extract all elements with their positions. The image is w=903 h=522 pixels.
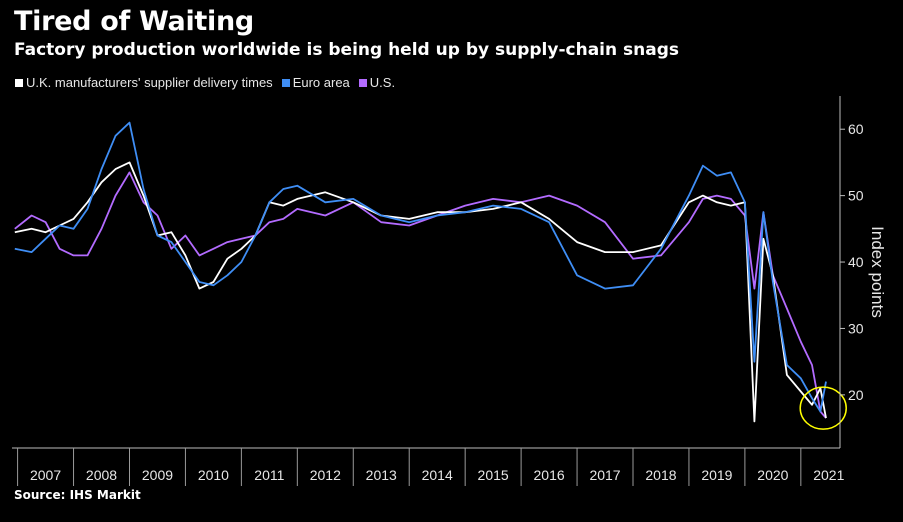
- x-tick-label: 2014: [422, 467, 453, 483]
- legend-swatch-uk: [15, 78, 23, 87]
- chart-legend: U.K. manufacturers' supplier delivery ti…: [15, 75, 404, 90]
- y-tick-label: 20: [848, 387, 864, 403]
- legend-item-us: U.S.: [358, 75, 396, 90]
- y-tick-label: 60: [848, 121, 864, 137]
- legend-item-euro-area: Euro area: [281, 75, 350, 90]
- x-tick-label: 2011: [254, 467, 284, 483]
- x-tick-label: 2010: [198, 467, 229, 483]
- legend-swatch-euro-area: [281, 78, 290, 87]
- y-tick-label: 50: [848, 188, 864, 204]
- source-note: Source: IHS Markit: [14, 488, 141, 502]
- y-tick-label: 40: [848, 254, 864, 270]
- chart-title: Tired of Waiting: [14, 6, 254, 37]
- x-tick-label: 2013: [366, 467, 397, 483]
- plot-area: [14, 121, 847, 430]
- x-tick-label: 2009: [142, 467, 173, 483]
- legend-item-uk: U.K. manufacturers' supplier delivery ti…: [15, 75, 273, 90]
- x-tick-label: 2015: [478, 467, 509, 483]
- y-axis-title: Index points: [868, 226, 887, 318]
- uk-series-line: [14, 161, 827, 423]
- x-tick-label: 2008: [86, 467, 117, 483]
- legend-swatch-us: [358, 78, 367, 87]
- x-tick-label: 2007: [30, 467, 61, 483]
- x-tick-label: 2020: [757, 467, 788, 483]
- x-tick-label: 2019: [701, 467, 732, 483]
- euro-area-series-line: [14, 121, 827, 413]
- x-tick-label: 2012: [310, 467, 341, 483]
- highlight-circle: [799, 386, 847, 430]
- y-tick-label: 30: [848, 320, 864, 336]
- us-series-line: [14, 171, 827, 419]
- x-tick-label: 2017: [589, 467, 620, 483]
- axes: 20 30 40 50 60 2007 2008 2009 2010 2011 2012 2013 20…: [12, 96, 864, 486]
- x-tick-label: 2016: [534, 467, 565, 483]
- legend-label-us: U.S.: [369, 75, 396, 90]
- chart-subtitle: Factory production worldwide is being he…: [14, 40, 679, 60]
- legend-label-euro-area: Euro area: [292, 75, 350, 90]
- legend-label-uk: U.K. manufacturers' supplier delivery ti…: [26, 75, 273, 90]
- x-tick-label: 2021: [813, 467, 844, 483]
- x-tick-label: 2018: [645, 467, 676, 483]
